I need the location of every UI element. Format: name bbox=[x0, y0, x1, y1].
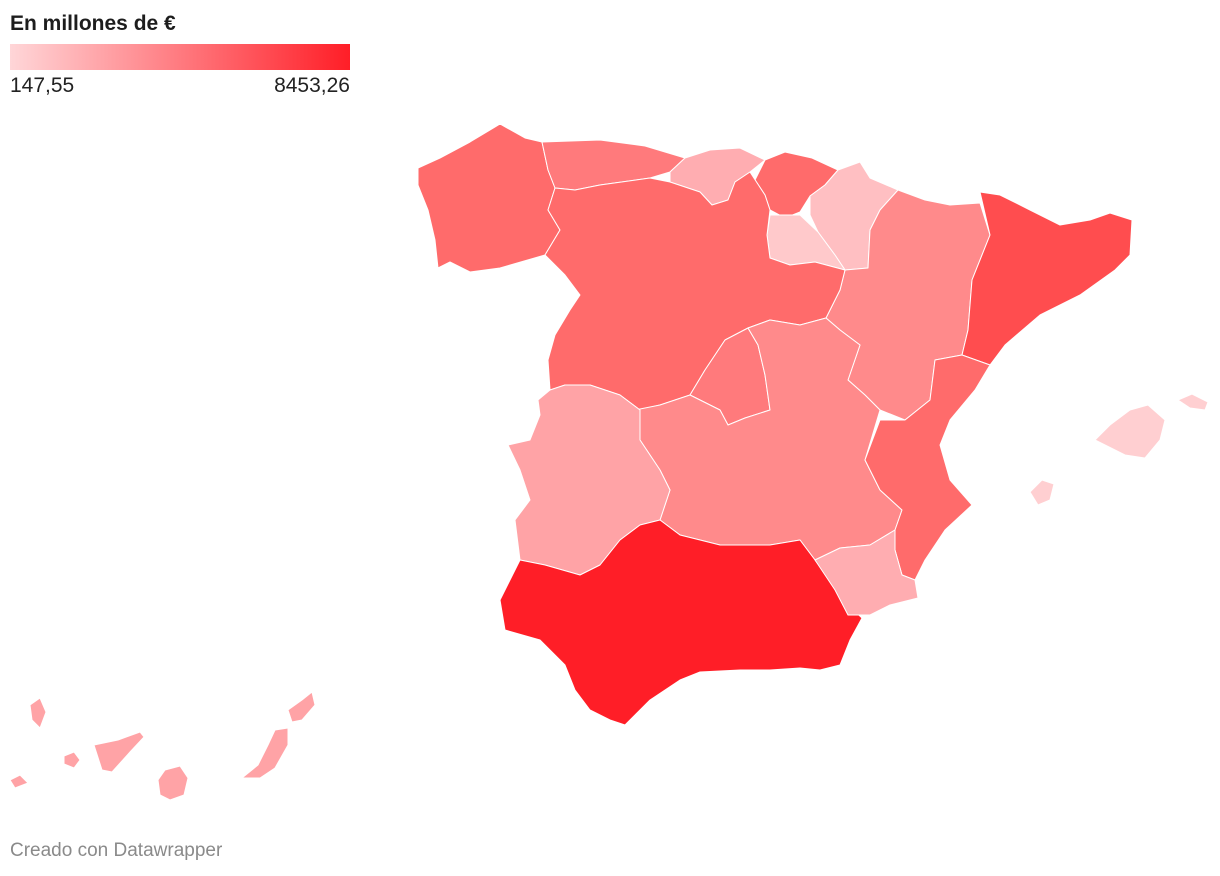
region-islas-canarias-gran-canaria[interactable] bbox=[157, 765, 189, 801]
region-islas-baleares-ibiza[interactable] bbox=[1029, 479, 1055, 506]
color-legend: En millones de € 147,55 8453,26 bbox=[10, 10, 350, 98]
region-islas-canarias-la-palma[interactable] bbox=[29, 697, 47, 729]
legend-labels: 147,55 8453,26 bbox=[10, 74, 350, 98]
legend-max-label: 8453,26 bbox=[274, 74, 350, 97]
region-andalucia[interactable] bbox=[499, 519, 863, 726]
region-islas-canarias-el-hierro[interactable] bbox=[9, 774, 29, 789]
region-cataluna[interactable] bbox=[961, 191, 1133, 366]
legend-min-label: 147,55 bbox=[10, 74, 75, 97]
legend-gradient-bar bbox=[10, 44, 350, 70]
region-islas-baleares-menorca[interactable] bbox=[1177, 393, 1209, 411]
region-islas-canarias-tenerife[interactable] bbox=[93, 731, 145, 773]
region-islas-canarias-lanzarote[interactable] bbox=[287, 691, 316, 723]
credit-footer: Creado con Datawrapper bbox=[10, 840, 223, 861]
region-galicia[interactable] bbox=[417, 123, 561, 273]
region-islas-canarias-fuerteventura[interactable] bbox=[241, 727, 289, 779]
region-murcia[interactable] bbox=[814, 529, 919, 616]
legend-title: En millones de € bbox=[10, 12, 176, 35]
region-islas-baleares[interactable] bbox=[1094, 404, 1166, 459]
region-islas-canarias-la-gomera[interactable] bbox=[63, 751, 81, 769]
